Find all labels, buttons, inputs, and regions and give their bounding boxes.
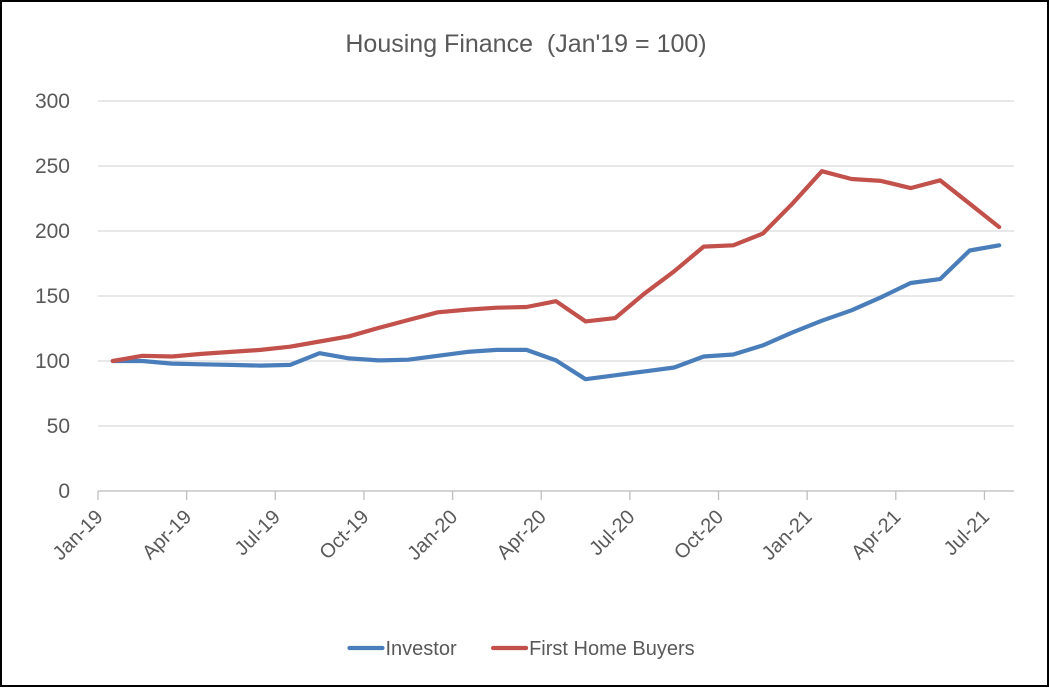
x-tick-label: Jul-20 [585,506,639,560]
y-tick-label: 300 [35,90,70,113]
x-tick-label: Jan-20 [403,506,462,565]
series-line-investor [110,243,1002,382]
series-lines-group [110,169,1002,382]
y-tick-label: 250 [35,155,70,178]
y-tick-label: 100 [35,350,70,373]
x-tick-label: Jan-19 [49,506,108,565]
legend-label: Investor [386,638,457,660]
chart-legend: Investor First Home Buyers [347,638,695,660]
y-tick-label: 150 [35,285,70,308]
y-tick-label: 50 [47,415,70,438]
series-line-first-home-buyers [110,169,1002,364]
chart-title: Housing Finance (Jan'19 = 100) [345,30,706,58]
x-tick-label: Jul-21 [940,506,994,560]
legend-label: First Home Buyers [529,638,695,660]
x-tick-label: Apr-20 [493,506,551,564]
axes-group [97,490,1014,500]
y-tick-label: 0 [58,480,70,503]
x-tick-label: Jan-21 [758,506,817,565]
x-tick-label: Jul-19 [231,506,285,560]
x-tick-label: Apr-19 [138,506,196,564]
y-tick-label: 200 [35,220,70,243]
x-axis-labels: Jan-19 Apr-19 Jul-19 Oct-19 Jan-20 Apr-20 Jul-… [49,506,994,565]
gridlines-group [98,100,1014,492]
x-tick-label: Oct-20 [670,506,728,564]
x-tick-label: Apr-21 [847,506,905,564]
x-tick-label: Oct-19 [315,506,373,564]
y-axis-labels: 0 50 100 150 200 250 300 [35,90,70,503]
